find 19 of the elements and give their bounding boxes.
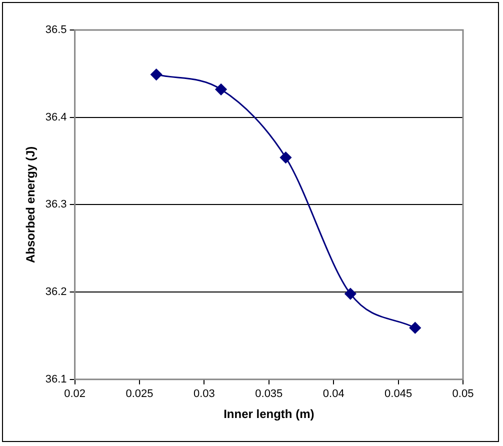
- x-tick-label: 0.035: [255, 388, 283, 400]
- x-axis-title: Inner length (m): [224, 407, 314, 422]
- x-tick-label: 0.04: [322, 388, 344, 400]
- point: [280, 152, 292, 164]
- x-tick-label: 0.025: [126, 388, 154, 400]
- y-tick-label: 36.5: [45, 24, 67, 36]
- x-tick-label: 0.02: [64, 388, 86, 400]
- x-tick-label: 0.045: [384, 388, 412, 400]
- point: [409, 322, 421, 334]
- point: [150, 68, 162, 80]
- point: [344, 288, 356, 300]
- y-tick-label: 36.3: [45, 198, 67, 211]
- point: [215, 84, 227, 96]
- y-tick-label: 36.4: [45, 111, 67, 124]
- x-tick-label: 0.03: [193, 388, 215, 400]
- x-tick-label: 0.05: [452, 388, 474, 400]
- y-tick-label: 36.1: [45, 373, 67, 386]
- y-tick-label: 36.2: [45, 286, 67, 298]
- y-axis-title: Absorbed energy (J): [24, 146, 38, 264]
